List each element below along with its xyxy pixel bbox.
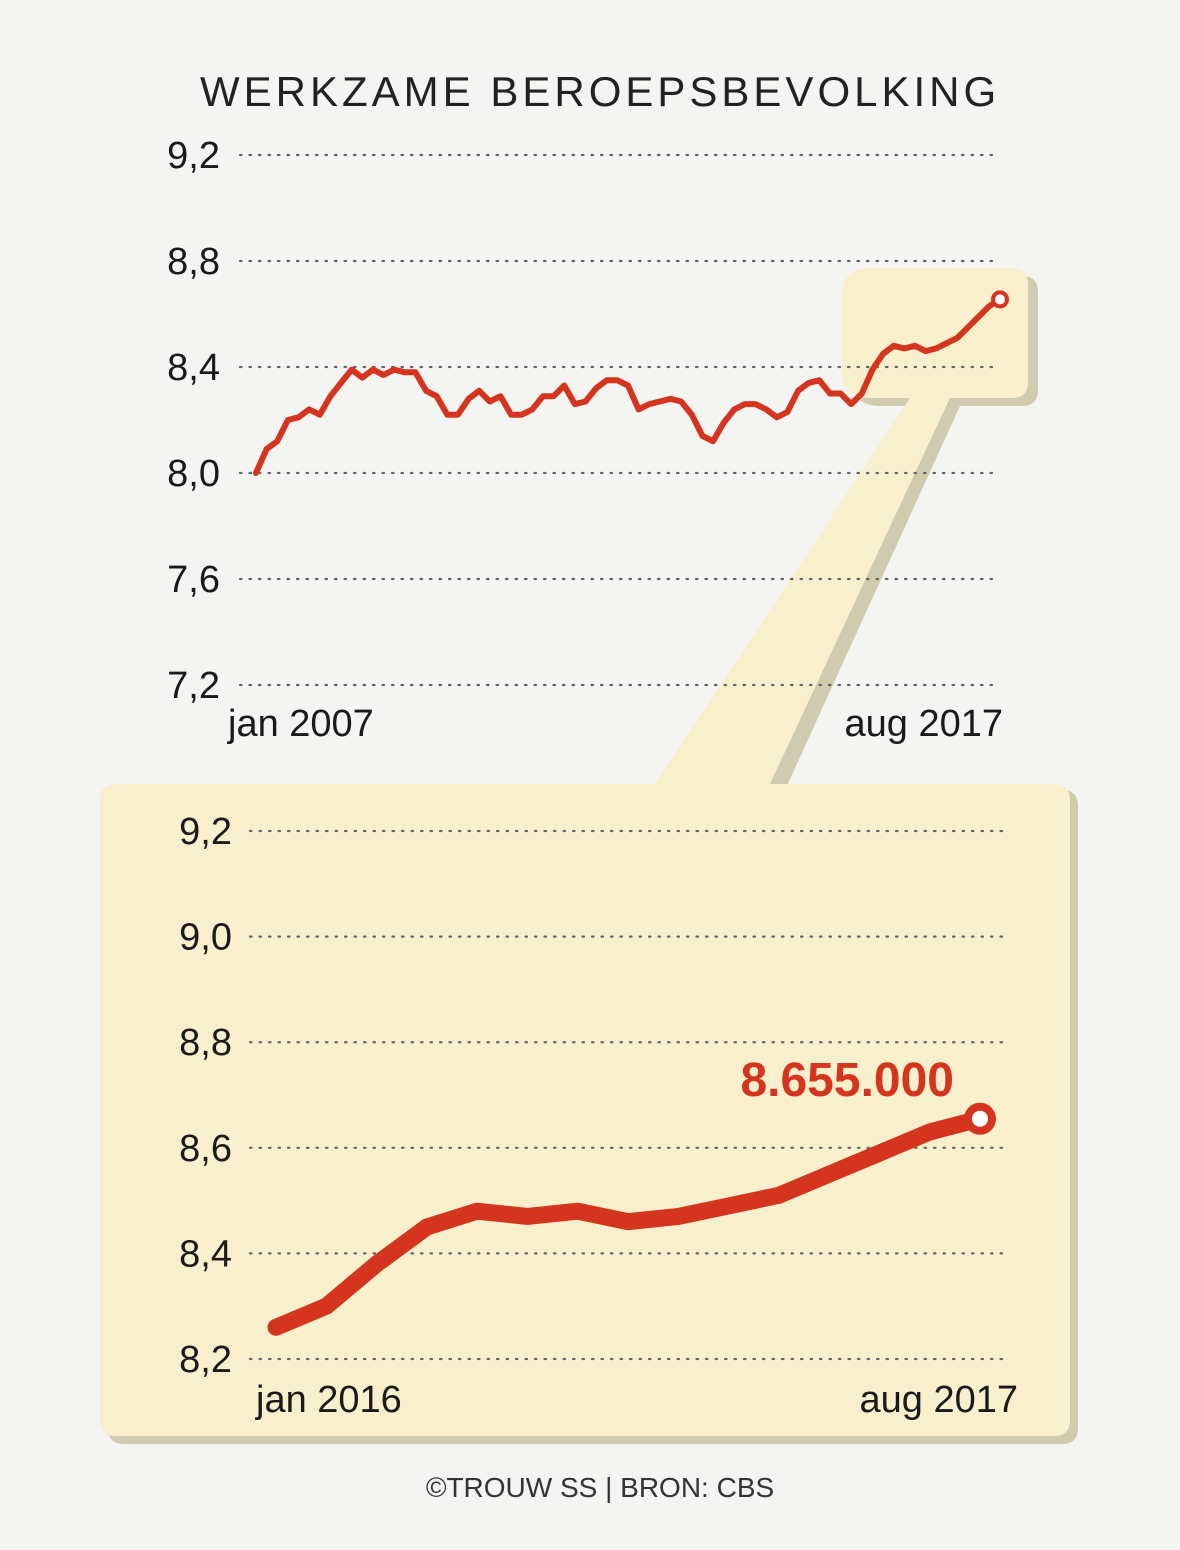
top-y-tick-label: 8,4 — [167, 347, 220, 389]
bot-y-tick-label: 8,2 — [179, 1339, 232, 1381]
credit-line: ©TROUW SS | BRON: CBS — [426, 1472, 774, 1503]
bot-y-tick-label: 8,8 — [179, 1022, 232, 1064]
top-y-tick-label: 9,2 — [167, 135, 220, 177]
top-y-tick-label: 8,0 — [167, 453, 220, 495]
bot-y-tick-label: 8,6 — [179, 1128, 232, 1170]
callout-panel — [100, 268, 1070, 1436]
top-series-line — [253, 296, 1003, 476]
bot-y-tick-label: 8,4 — [179, 1233, 232, 1275]
bot-end-point — [964, 1102, 996, 1135]
bottom-y-ticks: 9,2 9,0 8,8 8,6 8,4 8,2 — [179, 811, 232, 1381]
top-series — [253, 290, 1009, 476]
chart-title: WERKZAME BEROEPSBEVOLKING — [200, 68, 1000, 115]
bottom-x-start-label: jan 2016 — [255, 1379, 402, 1421]
top-x-start-label: jan 2007 — [227, 703, 374, 745]
bottom-x-end-label: aug 2017 — [860, 1379, 1019, 1421]
top-x-end-label: aug 2017 — [845, 703, 1004, 745]
top-y-ticks: 9,2 8,8 8,4 8,0 7,6 7,2 — [167, 135, 220, 707]
bot-y-tick-label: 9,0 — [179, 917, 232, 959]
top-y-tick-label: 7,2 — [167, 665, 220, 707]
bot-y-tick-label: 9,2 — [179, 811, 232, 853]
top-grid — [238, 153, 994, 687]
zoom-callout — [100, 268, 1078, 1444]
top-y-tick-label: 8,8 — [167, 241, 220, 283]
bottom-series — [267, 1102, 996, 1336]
top-y-tick-label: 7,6 — [167, 559, 220, 601]
top-end-point — [991, 290, 1009, 309]
bot-series-line — [267, 1110, 989, 1336]
final-value-label: 8.655.000 — [740, 1054, 954, 1107]
